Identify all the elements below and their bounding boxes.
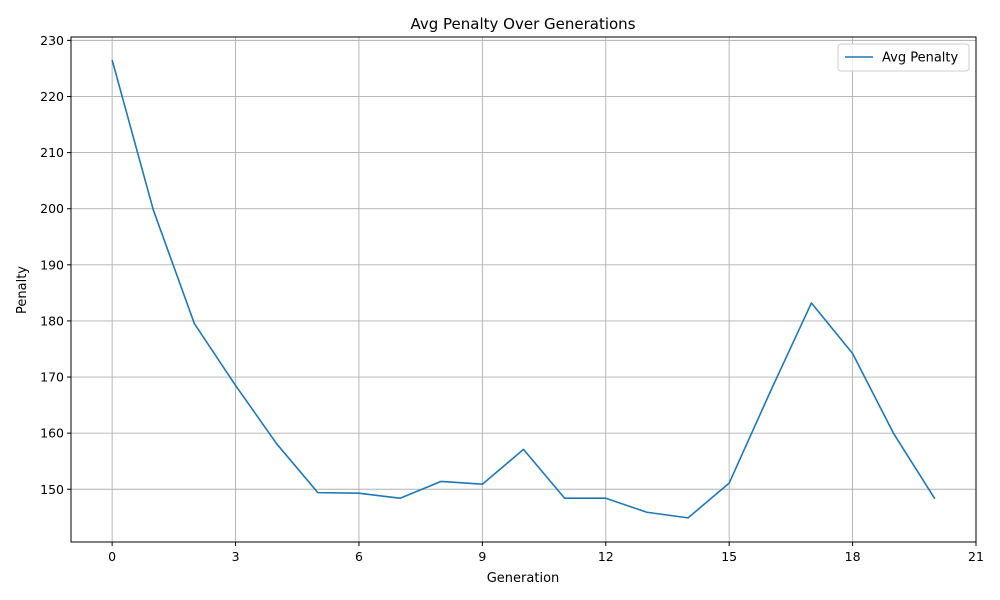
grid	[71, 37, 977, 542]
y-tick-label: 180	[40, 313, 64, 328]
x-tick-label: 21	[968, 549, 984, 564]
y-axis-label: Penalty	[15, 266, 30, 314]
plot-area-frame	[70, 36, 977, 543]
y-tick-label: 150	[40, 482, 64, 497]
legend: Avg Penalty	[837, 43, 970, 72]
y-tick-label: 220	[40, 89, 64, 104]
chart-title: Avg Penalty Over Generations	[410, 15, 635, 33]
y-axis-ticks: 150 160 170 180 190 200 210 220 230	[40, 33, 71, 497]
x-axis-ticks: 0 3 6 9 12 15 18 21	[108, 542, 984, 564]
y-tick-label: 170	[40, 370, 64, 385]
y-tick-label: 230	[40, 33, 64, 48]
series-line-avg-penalty	[111, 59, 936, 519]
y-tick-label: 190	[40, 257, 64, 272]
x-tick-label: 6	[355, 549, 363, 564]
x-tick-label: 15	[721, 549, 737, 564]
legend-box	[837, 43, 970, 72]
y-tick-label: 210	[40, 145, 64, 160]
y-tick-label: 160	[40, 426, 64, 441]
x-tick-label: 9	[478, 549, 486, 564]
x-tick-label: 3	[232, 549, 240, 564]
x-tick-label: 12	[598, 549, 614, 564]
x-tick-label: 0	[108, 549, 116, 564]
x-tick-label: 18	[845, 549, 861, 564]
x-axis-label: Generation	[487, 571, 560, 586]
legend-entry-label: Avg Penalty	[882, 51, 958, 66]
series-lines	[111, 59, 936, 519]
y-tick-label: 200	[40, 201, 64, 216]
